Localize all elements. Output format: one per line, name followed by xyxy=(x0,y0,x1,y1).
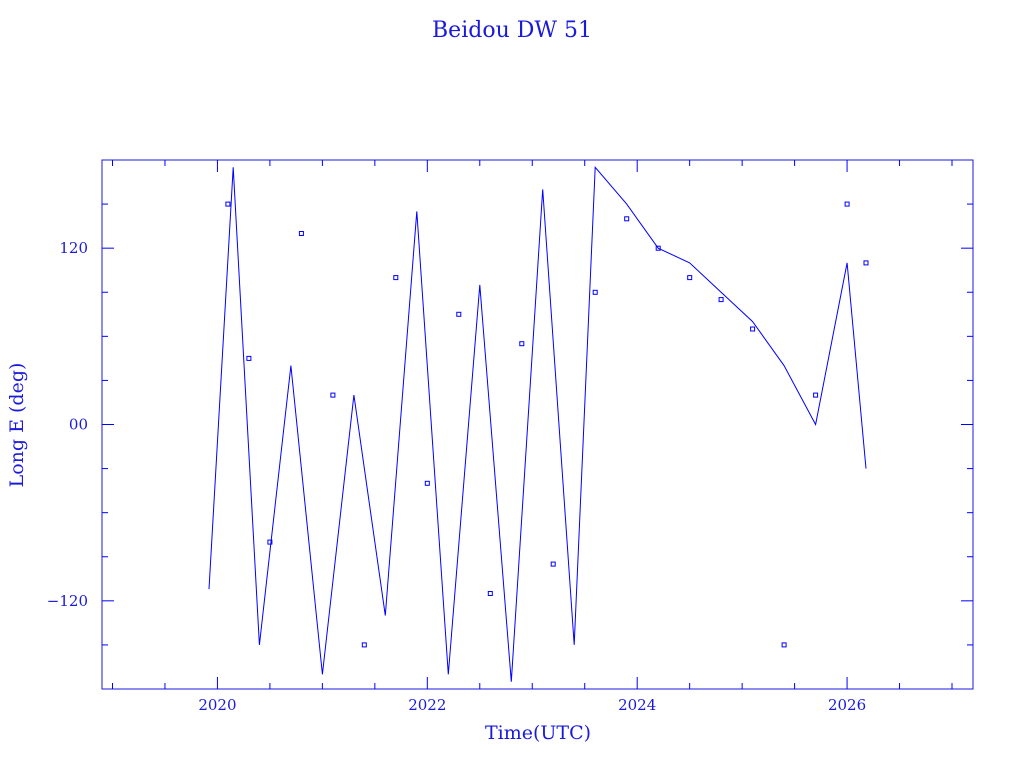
y-tick-label: 00 xyxy=(69,416,88,434)
data-marker xyxy=(519,341,525,347)
x-tick-label: 2026 xyxy=(828,696,866,714)
data-marker xyxy=(424,480,430,486)
x-axis-label: Time(UTC) xyxy=(485,722,591,744)
data-marker xyxy=(550,561,556,567)
y-tick-label: −120 xyxy=(47,592,88,610)
data-marker xyxy=(456,311,462,317)
plot-area xyxy=(101,159,974,690)
series-line-0 xyxy=(208,166,867,682)
data-marker xyxy=(655,245,661,251)
data-marker xyxy=(330,392,336,398)
chart-title: Beidou DW 51 xyxy=(432,18,592,43)
data-marker xyxy=(718,297,724,303)
data-marker xyxy=(750,326,756,332)
data-marker xyxy=(844,201,850,207)
x-tick-label: 2020 xyxy=(198,696,236,714)
data-marker xyxy=(781,642,787,648)
data-marker xyxy=(687,275,693,281)
data-marker xyxy=(813,392,819,398)
data-marker xyxy=(624,216,630,222)
data-marker xyxy=(393,275,399,281)
data-marker xyxy=(267,539,273,545)
data-marker xyxy=(863,260,869,266)
data-marker xyxy=(592,289,598,295)
y-axis-label: Long E (deg) xyxy=(6,363,28,488)
x-tick-label: 2024 xyxy=(618,696,656,714)
y-tick-label: 120 xyxy=(59,239,88,257)
series-layer xyxy=(208,166,869,682)
data-marker xyxy=(487,591,493,596)
data-marker xyxy=(298,231,304,236)
plot-frame xyxy=(101,159,974,690)
data-marker xyxy=(361,642,367,648)
x-tick-label: 2022 xyxy=(408,696,446,714)
x-axis-ticks: 2020 2022 2024 2026 xyxy=(111,160,953,714)
data-marker xyxy=(225,201,231,207)
data-marker xyxy=(246,355,252,361)
y-axis-ticks: −120 00 120 xyxy=(47,203,973,646)
